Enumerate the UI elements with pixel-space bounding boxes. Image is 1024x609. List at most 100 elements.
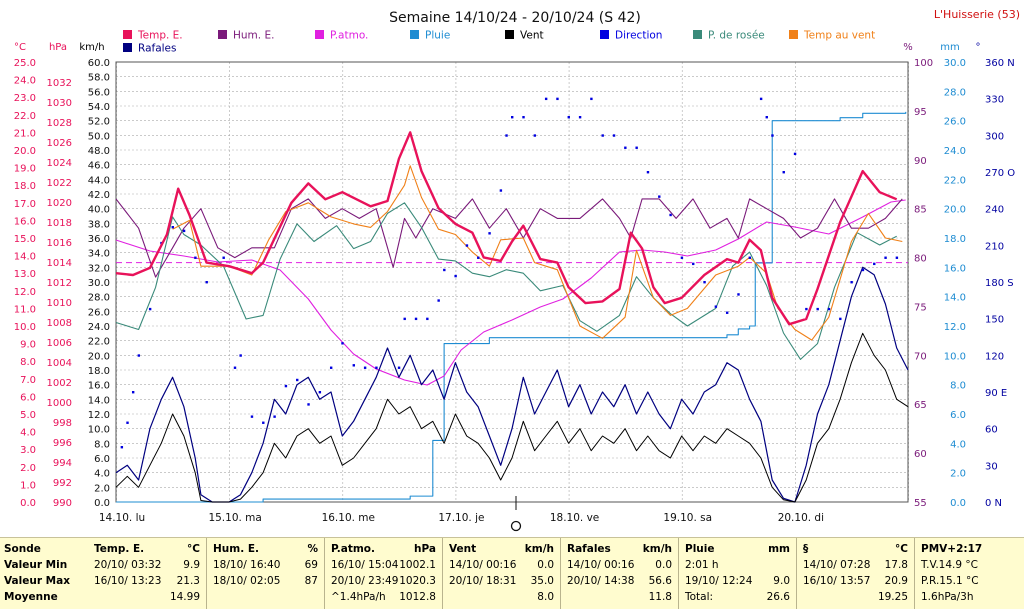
- wind-tick-label: 48.0: [88, 146, 110, 157]
- direction-point: [284, 384, 288, 388]
- direction-point: [567, 116, 570, 119]
- legend-swatch: [789, 30, 798, 39]
- row-label-sonde: Sonde: [4, 543, 41, 555]
- direction-point: [426, 317, 429, 321]
- stats-column-unit: mm: [768, 543, 790, 555]
- direction-point: [765, 116, 768, 119]
- stats-row-labels: Sonde Valeur Min Valeur Max Moyenne: [0, 538, 88, 609]
- dir-tick-label: 60: [985, 425, 998, 436]
- direction-point: [578, 116, 582, 119]
- rain-tick-label: 10.0: [944, 351, 966, 362]
- legend-label: P.atmo.: [330, 30, 368, 42]
- temp-tick-label: 4.0: [20, 428, 36, 439]
- rain-tick-label: 18.0: [944, 234, 966, 245]
- direction-point: [403, 317, 406, 321]
- wind-tick-label: 28.0: [88, 293, 110, 304]
- stats-max-label: 20/10/ 18:31: [449, 575, 517, 587]
- press-tick-label: 1022: [47, 178, 72, 189]
- press-tick-label: 1028: [47, 118, 72, 129]
- rain-tick-label: 28.0: [944, 87, 966, 98]
- direction-point: [233, 366, 237, 369]
- rain-tick-label: 2.0: [950, 469, 966, 480]
- direction-point: [714, 305, 718, 308]
- stats-mean-value: 8.0: [537, 591, 554, 603]
- direction-point: [443, 268, 446, 272]
- direction-point: [669, 213, 672, 217]
- stats-min-value: 69: [304, 559, 318, 571]
- wind-tick-label: 24.0: [88, 322, 110, 333]
- stats-mean-value: 11.8: [648, 591, 672, 603]
- direction-point: [793, 152, 797, 156]
- stats-column-title: Hum. E.: [213, 543, 260, 555]
- hum-tick-label: 80: [914, 254, 927, 265]
- direction-point: [725, 311, 729, 314]
- press-tick-label: 1002: [47, 378, 72, 389]
- press-tick-label: 1032: [47, 78, 72, 89]
- legend: Temp. E. Hum. E. P.atmo. Pluie Vent Direction…: [123, 30, 875, 55]
- temp-tick-label: 14.0: [14, 252, 36, 263]
- series-line-pluie: [116, 111, 907, 503]
- wind-tick-label: 10.0: [88, 425, 110, 436]
- stats-max-value: 56.6: [648, 575, 672, 587]
- stats-min-label: 14/10/ 00:16: [449, 559, 517, 571]
- stats-min-value: 9.9: [183, 559, 200, 571]
- dir-tick-label: 30: [985, 461, 998, 472]
- direction-point: [861, 268, 865, 272]
- direction-point: [601, 134, 604, 137]
- series-line-rafales: [115, 266, 909, 503]
- series-line-p-atmo-: [115, 199, 906, 386]
- x-tick-label: 17.10. je: [438, 512, 484, 524]
- stats-column: § °C 14/10/ 07:28 17.8 16/10/ 13:57 20.9 19.25: [796, 538, 914, 609]
- stats-column-unit: %: [307, 543, 318, 555]
- wind-tick-label: 60.0: [88, 58, 110, 69]
- stats-max-label: 18/10/ 02:05: [213, 575, 281, 587]
- axis-unit-wind: km/h: [79, 42, 104, 53]
- press-tick-label: 1016: [47, 238, 72, 249]
- stats-column: Rafales km/h 14/10/ 00:16 0.0 20/10/ 14:38 56…: [560, 538, 678, 609]
- row-label-mean: Moyenne: [4, 591, 58, 603]
- legend-label: Rafales: [138, 43, 176, 55]
- wind-tick-label: 26.0: [88, 307, 110, 318]
- direction-point: [273, 415, 276, 418]
- stats-column: Vent km/h 14/10/ 00:16 0.0 20/10/ 18:31 35.0 8…: [442, 538, 560, 609]
- stats-column-title: PMV+2:17: [921, 543, 983, 555]
- press-tick-label: 1004: [47, 358, 72, 369]
- direction-point: [126, 421, 129, 424]
- rain-tick-label: 20.0: [944, 205, 966, 216]
- rain-tick-label: 8.0: [950, 381, 966, 392]
- dir-tick-label: 210: [985, 241, 1004, 252]
- axes: °C hPa km/h% mm ° 0.0 1.0 2.0 3.0 4.0 5.0 6.0 7.0 8.0…: [14, 42, 1016, 509]
- row-label-min: Valeur Min: [4, 559, 68, 571]
- series-line-temp-e-: [115, 131, 898, 326]
- stats-column: PMV+2:17 T.V.14.9 °C P.R.15.1 °C 1.6hPa/3h: [914, 538, 1024, 609]
- stats-column: Hum. E.% 18/10/ 16:40 69 18/10/ 02:05 87: [206, 538, 324, 609]
- legend-label: Pluie: [425, 30, 450, 42]
- series-line-hum-e-: [115, 198, 903, 278]
- x-tick-label: 15.10. ma: [208, 512, 261, 524]
- press-tick-label: 996: [53, 438, 72, 449]
- legend-swatch: [693, 30, 702, 39]
- direction-point: [205, 281, 208, 284]
- legend-swatch: [410, 30, 419, 39]
- rain-tick-label: 6.0: [950, 410, 966, 421]
- stats-max-label: 16/10/ 13:57: [803, 575, 871, 587]
- direction-point: [635, 146, 638, 149]
- rain-tick-label: 30.0: [944, 58, 966, 69]
- dir-tick-label: 360 N: [985, 58, 1015, 69]
- direction-point: [148, 307, 152, 311]
- hum-tick-label: 65: [914, 400, 927, 411]
- direction-point: [318, 391, 322, 394]
- stats-min-value: 0.0: [655, 559, 672, 571]
- legend-swatch: [315, 30, 324, 39]
- direction-point: [737, 293, 740, 296]
- stats-mean-value: 14.99: [169, 591, 200, 603]
- wind-tick-label: 40.0: [88, 205, 110, 216]
- temp-tick-label: 18.0: [14, 181, 36, 192]
- temp-tick-label: 25.0: [14, 58, 36, 69]
- direction-point: [624, 146, 627, 149]
- direction-point: [522, 116, 525, 119]
- hum-tick-label: 60: [914, 449, 927, 460]
- direction-point: [465, 244, 469, 247]
- temp-tick-label: 1.0: [20, 480, 36, 491]
- direction-point: [759, 97, 763, 101]
